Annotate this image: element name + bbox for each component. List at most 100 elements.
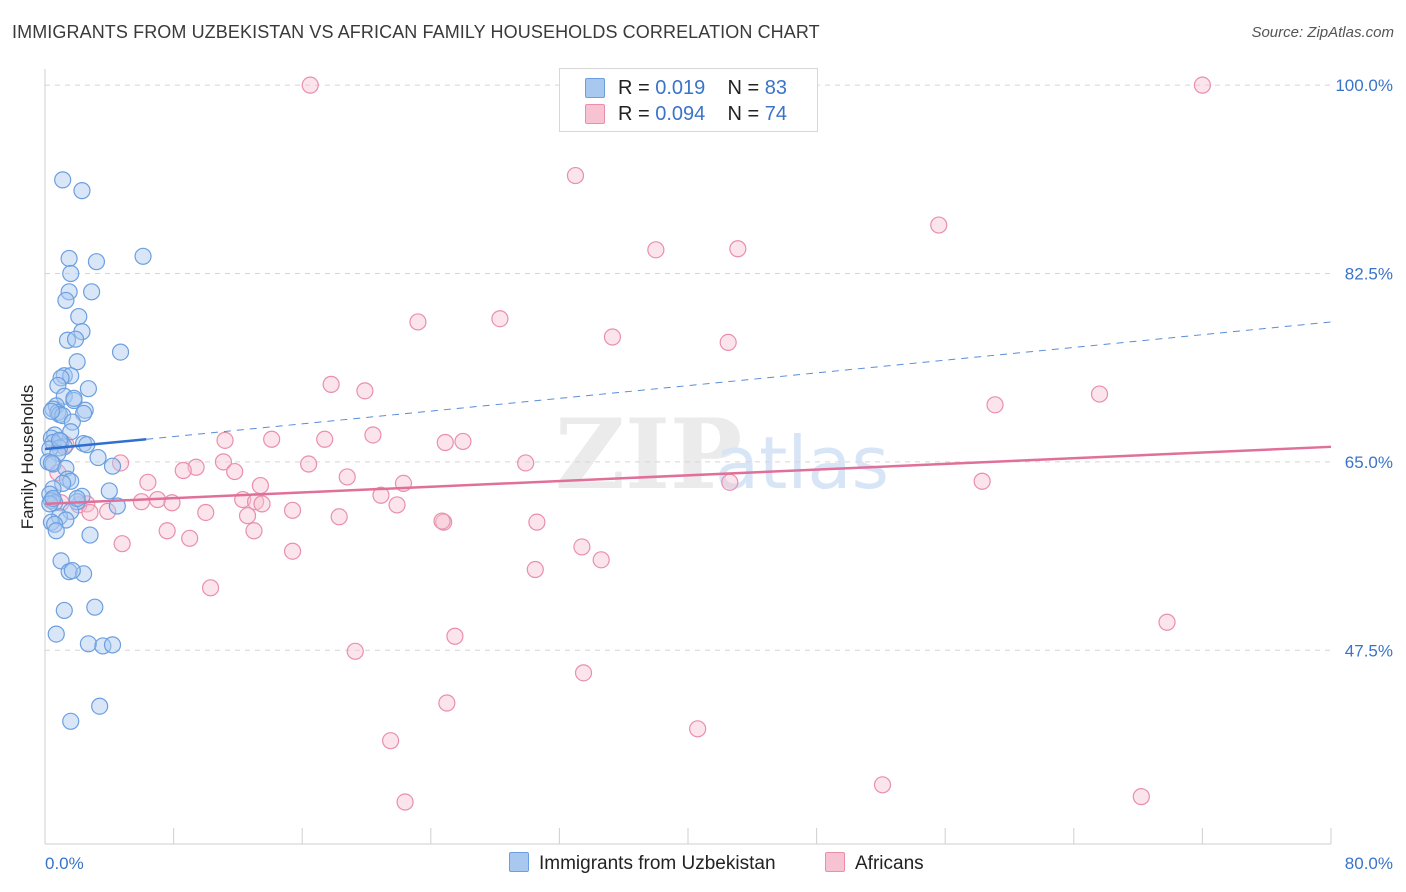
africans-point: [986, 396, 1004, 414]
uzbekistan-point: [86, 598, 104, 616]
africans-point: [721, 473, 739, 491]
uzbekistan-point: [100, 482, 118, 500]
uzbekistan-point: [65, 389, 83, 407]
uzbekistan-trend-dashed: [146, 321, 1332, 440]
africans-point: [388, 496, 406, 514]
africans-point: [197, 503, 215, 522]
africans-point: [245, 522, 263, 540]
africans-point: [238, 507, 257, 525]
legend-item-uzbekistan: Immigrants from Uzbekistan: [509, 852, 776, 875]
africans-point: [49, 464, 67, 482]
africans-point: [526, 560, 544, 579]
uzbekistan-point: [134, 247, 152, 265]
africans-point: [930, 216, 948, 234]
africans-point: [263, 430, 281, 448]
africans-point: [454, 432, 472, 451]
uzbekistan-point: [111, 343, 130, 361]
africans-point: [139, 473, 157, 491]
x-tick-label: 0.0%: [45, 854, 84, 873]
africans-point: [729, 240, 747, 258]
africans-point: [316, 430, 334, 448]
legend-r-value: 0.094: [655, 103, 706, 125]
series-uzbekistan: [39, 171, 152, 730]
uzbekistan-point: [74, 565, 93, 583]
y-tick-label: 65.0%: [1345, 453, 1393, 472]
y-tick-label: 47.5%: [1345, 641, 1393, 660]
legend-item-africans: Africans: [825, 852, 924, 875]
uzbekistan-point: [60, 249, 78, 268]
legend-n-value: 83: [764, 77, 788, 99]
africans-point: [647, 241, 665, 259]
africans-point: [873, 776, 892, 794]
africans-point: [174, 461, 192, 480]
africans-point: [338, 468, 356, 486]
uzbekistan-point: [62, 264, 80, 283]
trend-lines: [44, 321, 1332, 506]
uzbekistan-point: [89, 448, 107, 467]
axes: [44, 69, 1332, 845]
legend-swatch-pink: [585, 104, 605, 124]
africans-point: [491, 310, 509, 328]
africans-trend-line: [44, 445, 1332, 506]
uzbekistan-point: [42, 402, 61, 420]
africans-point: [216, 431, 234, 449]
uzbekistan-point: [57, 511, 75, 529]
uzbekistan-point: [81, 526, 99, 544]
africans-point: [158, 522, 176, 540]
legend-swatch-pink: [825, 852, 845, 872]
africans-point: [132, 493, 151, 511]
africans-point: [517, 454, 535, 472]
africans-point: [356, 382, 374, 400]
legend-swatch-blue: [509, 852, 529, 872]
uzbekistan-point: [47, 625, 65, 643]
africans-point: [1132, 788, 1150, 806]
africans-point: [409, 313, 427, 331]
africans-point: [438, 694, 456, 712]
uzbekistan-point: [79, 380, 98, 398]
africans-point: [973, 472, 991, 490]
africans-point: [214, 453, 233, 471]
legend-r-label: R =: [618, 77, 650, 99]
africans-point: [603, 328, 622, 346]
africans-point: [201, 579, 220, 597]
uzbekistan-point: [54, 171, 72, 189]
africans-point: [433, 512, 451, 530]
uzbekistan-point: [103, 636, 122, 654]
watermark-zip: ZIP: [555, 398, 742, 511]
legend-r-label: R =: [618, 103, 650, 125]
africans-point: [436, 433, 454, 452]
africans-point: [573, 538, 591, 556]
africans-point: [330, 508, 348, 526]
legend-n-label: N =: [727, 103, 760, 125]
uzbekistan-point: [103, 457, 122, 475]
africans-point: [253, 495, 271, 513]
y-tick-label: 100.0%: [1335, 76, 1393, 95]
africans-point: [283, 542, 302, 560]
africans-point: [1193, 76, 1212, 94]
uzbekistan-point: [54, 406, 72, 425]
africans-point: [99, 502, 117, 520]
uzbekistan-point: [73, 182, 91, 200]
africans-point: [566, 166, 585, 185]
legend-label-africans: Africans: [855, 853, 924, 874]
uzbekistan-point: [91, 697, 109, 715]
africans-point: [446, 627, 464, 645]
uzbekistan-point: [83, 283, 101, 301]
africans-point: [592, 551, 610, 569]
chart-title: IMMIGRANTS FROM UZBEKISTAN VS AFRICAN FA…: [12, 22, 820, 42]
legend-label-uzbekistan: Immigrants from Uzbekistan: [539, 853, 776, 874]
legend-r-value: 0.019: [655, 77, 706, 99]
uzbekistan-point: [70, 307, 88, 326]
africans-point: [382, 732, 400, 750]
uzbekistan-point: [68, 489, 86, 508]
y-tick-label: 82.5%: [1345, 265, 1393, 284]
watermark-atlas: atlas: [715, 421, 889, 505]
africans-point: [1090, 385, 1109, 403]
correlation-legend: R = 0.019 N = 83 R = 0.094 N = 74: [559, 68, 818, 132]
africans-point: [396, 793, 414, 811]
tick-labels: 100.0% 82.5% 65.0% 47.5% 0.0% 80.0%: [45, 76, 1393, 873]
uzbekistan-point: [63, 561, 81, 580]
uzbekistan-point: [79, 635, 98, 653]
africans-point: [574, 664, 593, 682]
